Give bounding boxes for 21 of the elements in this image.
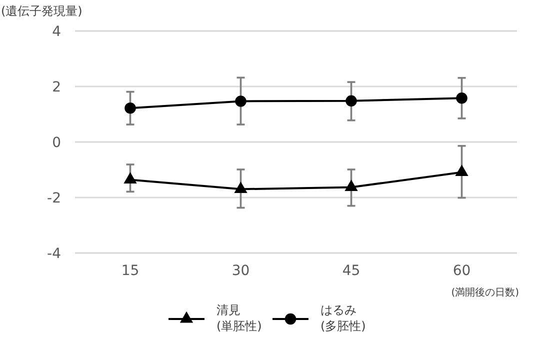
point	[455, 164, 468, 176]
y-tick-label: 4	[52, 24, 62, 40]
legend-label: 清見 (単胚性)	[216, 303, 262, 334]
point	[234, 182, 248, 193]
x-tick-label: 60	[452, 262, 471, 279]
x-tick-label: 45	[342, 262, 360, 279]
point	[124, 102, 136, 114]
point	[456, 92, 468, 104]
y-tick-label: 2	[52, 79, 61, 96]
y-axis-title: (遺伝子発現量)	[1, 4, 82, 18]
x-tick-label: 30	[232, 262, 250, 279]
x-axis-title: (満開後の日数)	[451, 286, 520, 298]
legend-label: はるみ (多胚性)	[320, 303, 366, 334]
point	[344, 180, 358, 192]
point	[346, 95, 357, 107]
point	[235, 96, 246, 107]
y-tick-label: -2	[47, 190, 61, 206]
point	[124, 172, 137, 184]
y-tick-label: -4	[47, 246, 62, 262]
x-tick-label: 15	[121, 262, 140, 279]
y-tick-label: 0	[52, 134, 61, 151]
